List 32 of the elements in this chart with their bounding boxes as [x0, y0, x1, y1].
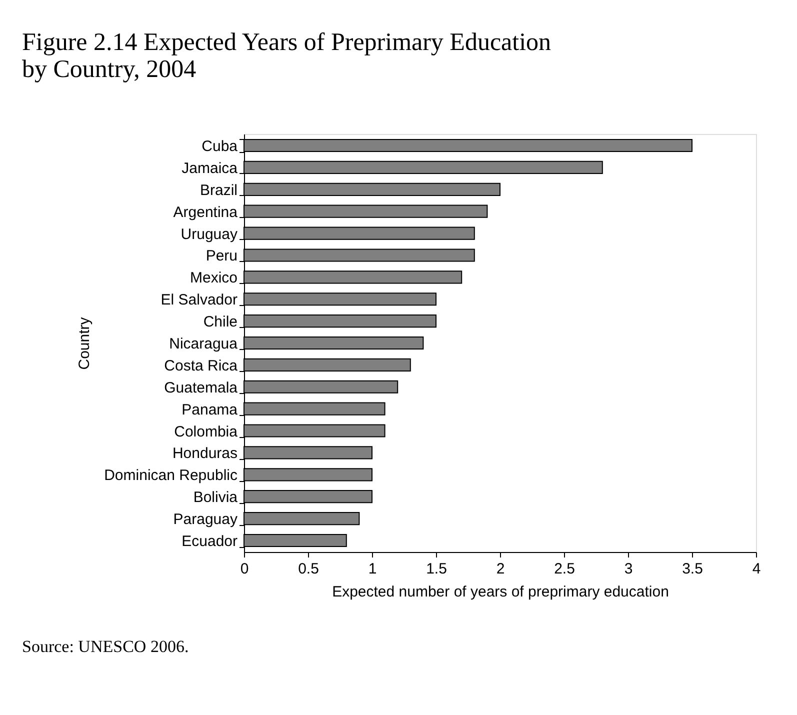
x-tick-label: 1.5: [426, 560, 447, 578]
y-tick-label: Honduras: [172, 445, 238, 462]
y-tick-label: Guatemala: [164, 379, 238, 396]
y-tick-label: Cuba: [202, 138, 238, 156]
y-tick-label: Chile: [203, 314, 238, 331]
y-tick-label: Colombia: [174, 423, 238, 440]
y-tick-label: Mexico: [190, 270, 238, 287]
chart-title: Figure 2.14 Expected Years of Preprimary Education by Country, 2004: [22, 29, 552, 83]
y-tick-label: Dominican Republic: [104, 467, 238, 484]
x-tick-label: 2: [496, 560, 505, 578]
x-tick-label: 0.5: [298, 560, 319, 578]
y-tick-label: Panama: [182, 401, 238, 418]
y-tick-label: Ecuador: [182, 532, 238, 550]
x-tick-label: 4: [752, 560, 761, 578]
y-tick-label: Brazil: [200, 182, 238, 199]
x-tick-label: 0: [240, 560, 249, 578]
x-tick-label: 3: [624, 560, 633, 578]
y-tick-label: Peru: [206, 248, 238, 265]
y-axis-title: Country: [76, 316, 94, 370]
x-tick-label: 1: [368, 560, 377, 578]
x-tick-label: 3.5: [682, 560, 703, 578]
y-tick-label: Bolivia: [193, 489, 238, 506]
y-tick-label: Uruguay: [180, 226, 238, 243]
y-tick-label: Argentina: [173, 204, 238, 221]
x-axis-title: Expected number of years of preprimary education: [332, 584, 669, 600]
y-tick-label: Costa Rica: [164, 357, 238, 374]
y-tick-label: El Salvador: [160, 292, 238, 309]
source-note: Source: UNESCO 2006.: [22, 637, 189, 656]
x-tick-label: 2.5: [554, 560, 575, 578]
y-tick-label: Nicaragua: [169, 336, 238, 352]
y-tick-label: Jamaica: [182, 160, 238, 177]
y-tick-label: Paraguay: [173, 511, 238, 528]
